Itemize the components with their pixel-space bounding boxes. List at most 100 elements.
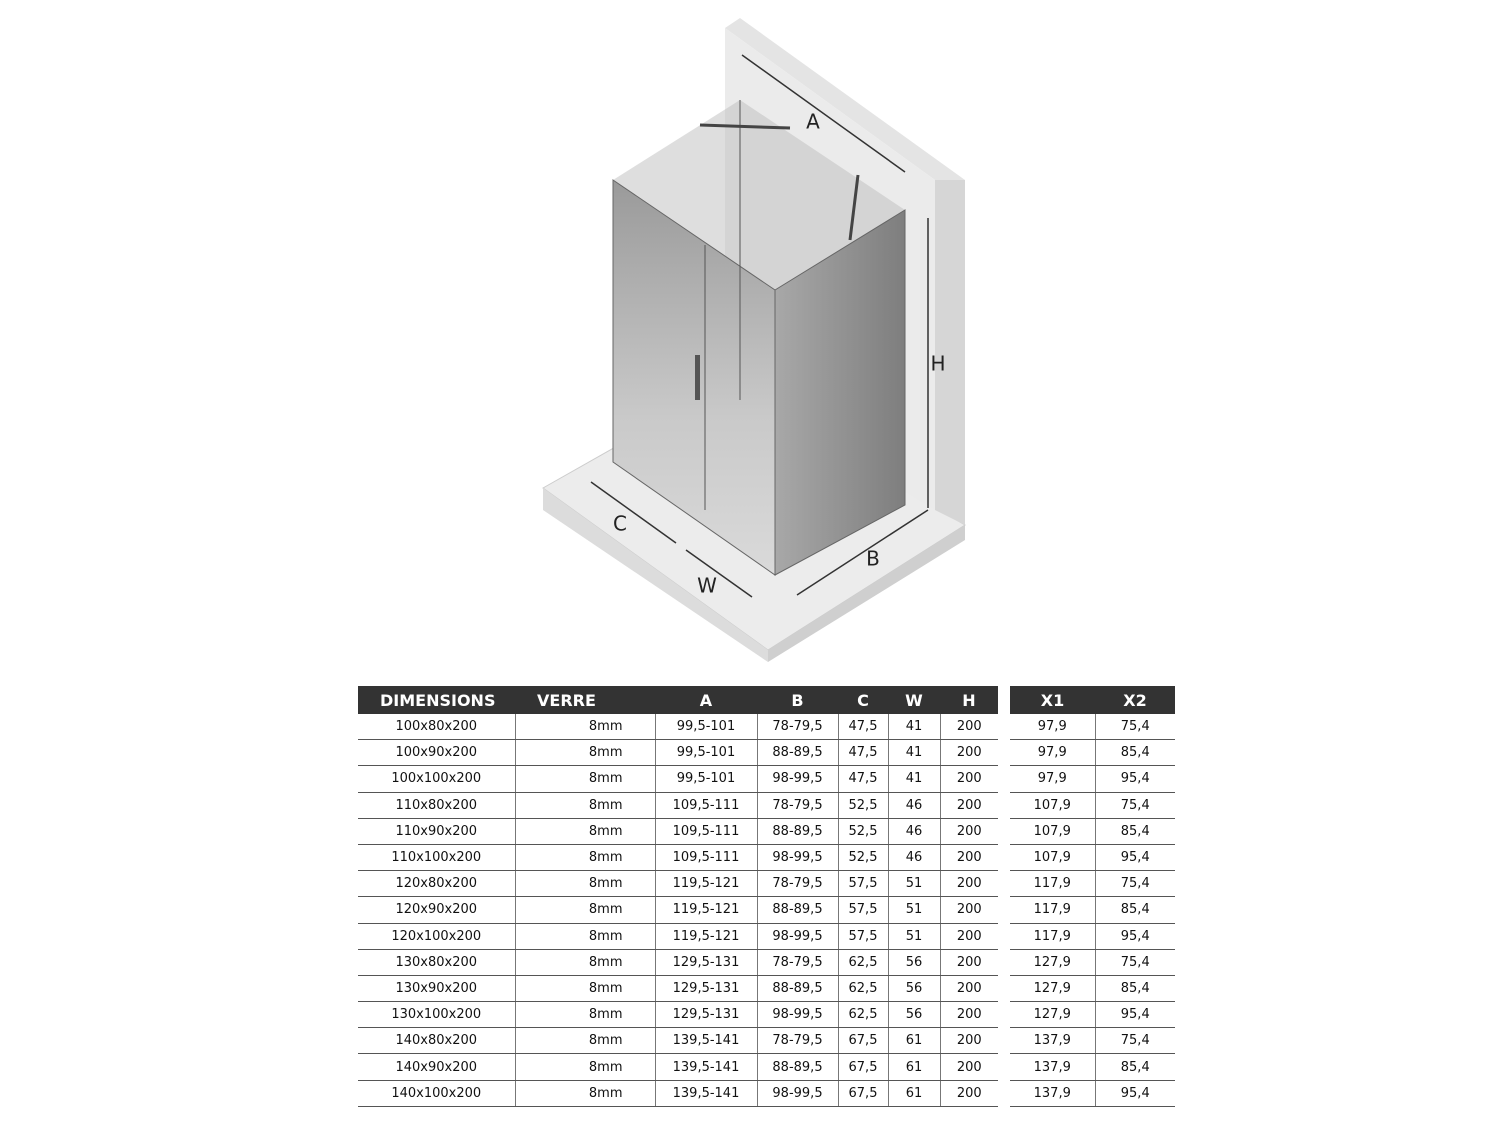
cell: 78-79,5 (757, 714, 839, 741)
cell: 8mm (515, 714, 656, 741)
cell: 139,5-141 (655, 1027, 758, 1055)
cell: 100x100x200 (358, 765, 516, 793)
cell: 88-89,5 (757, 1053, 839, 1081)
cell: 120x80x200 (358, 870, 516, 898)
cell: 75,4 (1095, 949, 1175, 976)
row: 107,9 95,4 (1010, 844, 1175, 872)
cell: 88-89,5 (757, 975, 839, 1003)
row: 100x90x200 8mm 99,5-101 88-89,5 47,5 41 200 (358, 739, 998, 767)
cell: 97,9 (1010, 714, 1096, 741)
row: 100x100x200 8mm 99,5-101 98-99,5 47,5 41 200 (358, 765, 998, 793)
cell: 8mm (515, 739, 656, 767)
header-cell: X2 (1095, 686, 1175, 714)
cell: 119,5-121 (655, 923, 758, 950)
cell: 95,4 (1095, 765, 1175, 793)
cell: 8mm (515, 870, 656, 898)
label-a: A (806, 110, 820, 134)
row: 130x100x200 8mm 129,5-131 98-99,5 62,5 56 200 (358, 1001, 998, 1029)
cell: 75,4 (1095, 792, 1175, 819)
cell: 110x100x200 (358, 844, 516, 872)
cell: 127,9 (1010, 949, 1096, 976)
cell: 8mm (515, 949, 656, 976)
cell: 117,9 (1010, 870, 1096, 898)
cell: 46 (888, 818, 941, 845)
cell: 95,4 (1095, 923, 1175, 950)
header-row: DIMENSIONS VERRE A B C W H (358, 686, 998, 714)
row: 130x80x200 8mm 129,5-131 78-79,5 62,5 56 200 (358, 949, 998, 976)
cell: 200 (940, 844, 998, 872)
cell: 200 (940, 1080, 998, 1107)
cell: 46 (888, 844, 941, 872)
cell: 107,9 (1010, 818, 1096, 845)
cell: 110x80x200 (358, 792, 516, 819)
cell: 85,4 (1095, 739, 1175, 767)
row: 120x80x200 8mm 119,5-121 78-79,5 57,5 51 200 (358, 870, 998, 898)
cell: 8mm (515, 896, 656, 924)
cell: 88-89,5 (757, 818, 839, 845)
cell: 8mm (515, 792, 656, 819)
cell: 57,5 (838, 896, 889, 924)
cell: 52,5 (838, 792, 889, 819)
cell: 100x90x200 (358, 739, 516, 767)
cell: 100x80x200 (358, 714, 516, 741)
header-cell: DIMENSIONS (358, 686, 515, 714)
cell: 107,9 (1010, 844, 1096, 872)
row: 127,9 95,4 (1010, 1001, 1175, 1029)
cell: 98-99,5 (757, 1080, 839, 1107)
header-cell: H (940, 686, 998, 714)
cell: 8mm (515, 765, 656, 793)
header-cell: VERRE (515, 686, 655, 714)
row: 97,9 85,4 (1010, 739, 1175, 767)
cell: 200 (940, 975, 998, 1003)
cell: 56 (888, 949, 941, 976)
cell: 8mm (515, 923, 656, 950)
cell: 8mm (515, 1080, 656, 1107)
row: 107,9 75,4 (1010, 792, 1175, 819)
row: 140x90x200 8mm 139,5-141 88-89,5 67,5 61 200 (358, 1053, 998, 1081)
row: 137,9 95,4 (1010, 1080, 1175, 1107)
cell: 75,4 (1095, 870, 1175, 898)
cell: 98-99,5 (757, 923, 839, 950)
cell: 109,5-111 (655, 818, 758, 845)
cell: 140x90x200 (358, 1053, 516, 1081)
cell: 85,4 (1095, 896, 1175, 924)
cell: 78-79,5 (757, 870, 839, 898)
cell: 200 (940, 739, 998, 767)
cell: 107,9 (1010, 792, 1096, 819)
cell: 97,9 (1010, 739, 1096, 767)
cell: 130x80x200 (358, 949, 516, 976)
cell: 98-99,5 (757, 1001, 839, 1029)
cell: 130x90x200 (358, 975, 516, 1003)
cell: 109,5-111 (655, 792, 758, 819)
cell: 85,4 (1095, 818, 1175, 845)
cell: 75,4 (1095, 714, 1175, 741)
header-cell: A (655, 686, 757, 714)
cell: 56 (888, 975, 941, 1003)
cell: 47,5 (838, 765, 889, 793)
cell: 200 (940, 765, 998, 793)
cell: 88-89,5 (757, 739, 839, 767)
cell: 95,4 (1095, 1001, 1175, 1029)
cell: 52,5 (838, 844, 889, 872)
cell: 78-79,5 (757, 1027, 839, 1055)
header-cell: W (888, 686, 940, 714)
cell: 67,5 (838, 1080, 889, 1107)
cell: 51 (888, 923, 941, 950)
cell: 200 (940, 896, 998, 924)
cell: 47,5 (838, 739, 889, 767)
cell: 52,5 (838, 818, 889, 845)
cell: 62,5 (838, 949, 889, 976)
cell: 129,5-131 (655, 975, 758, 1003)
cell: 62,5 (838, 1001, 889, 1029)
row: 140x100x200 8mm 139,5-141 98-99,5 67,5 61 200 (358, 1080, 998, 1107)
cell: 129,5-131 (655, 1001, 758, 1029)
cell: 51 (888, 896, 941, 924)
row: 107,9 85,4 (1010, 818, 1175, 845)
cell: 85,4 (1095, 975, 1175, 1003)
cell: 67,5 (838, 1027, 889, 1055)
row: 100x80x200 8mm 99,5-101 78-79,5 47,5 41 200 (358, 714, 998, 741)
cell: 200 (940, 714, 998, 741)
cell: 137,9 (1010, 1053, 1096, 1081)
cell: 8mm (515, 1001, 656, 1029)
cell: 109,5-111 (655, 844, 758, 872)
